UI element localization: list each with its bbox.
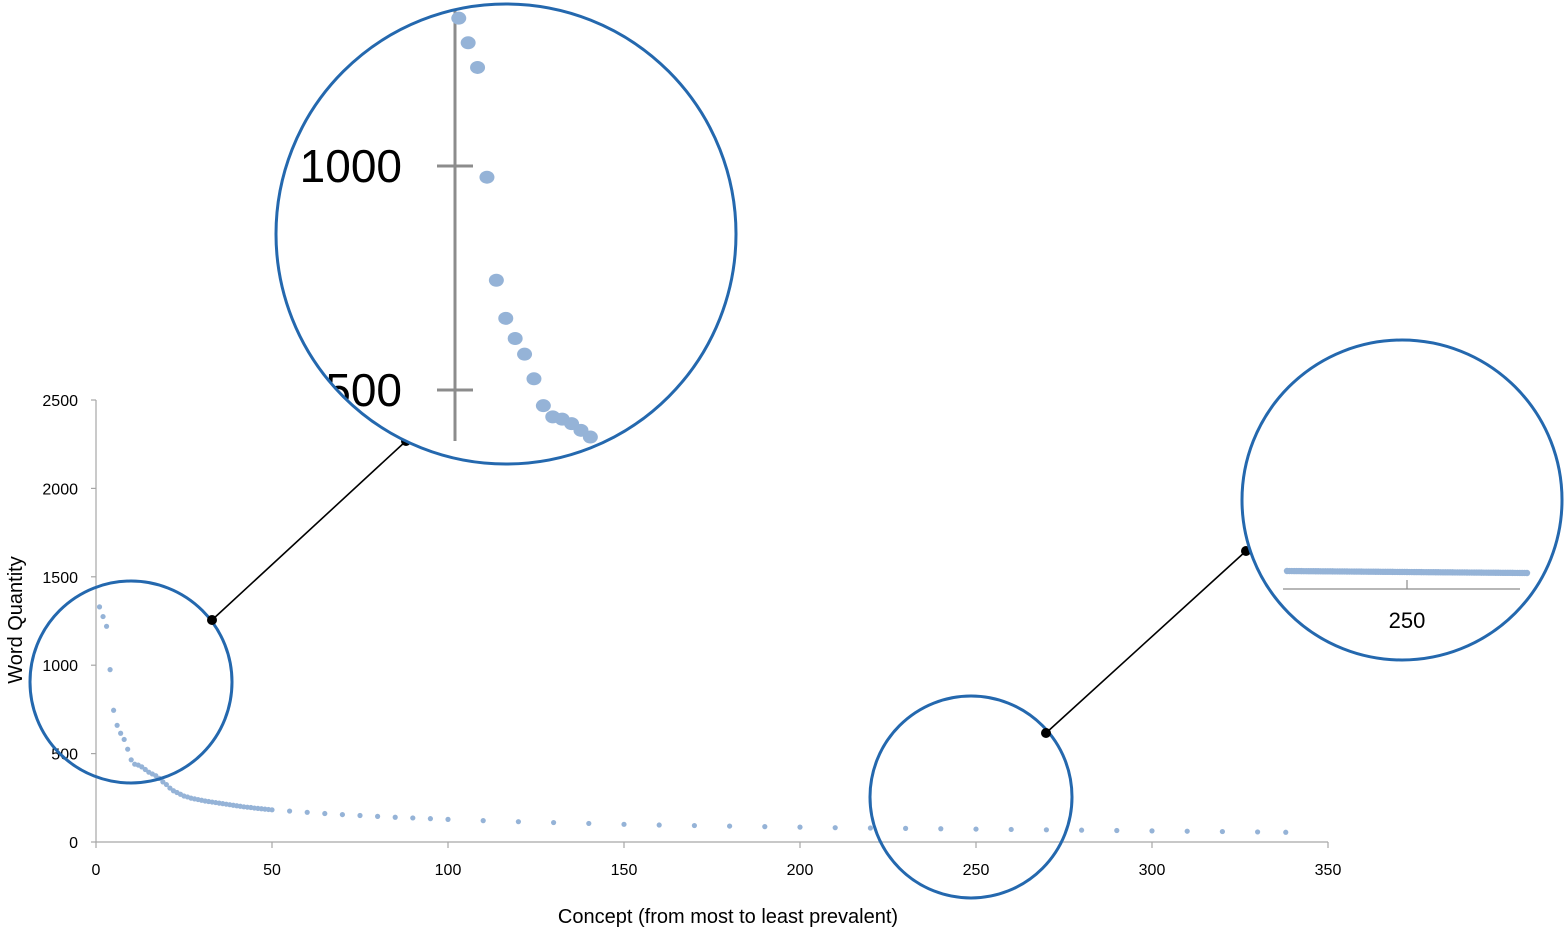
zoom-inset-right-tick-label: 250 [1389, 608, 1426, 633]
data-point [691, 822, 698, 829]
zoom-top-point [498, 311, 514, 325]
data-point [392, 814, 398, 820]
data-point [445, 816, 451, 822]
data-point [100, 613, 106, 620]
zoom-source-circle-left [28, 579, 234, 785]
axes [95, 400, 1328, 843]
x-tick-label: 200 [787, 862, 814, 879]
data-point [586, 820, 592, 827]
data-point [287, 808, 293, 814]
y-tick-label: 1500 [42, 570, 78, 587]
data-point [1079, 827, 1085, 833]
data-points [96, 604, 1289, 835]
data-point [121, 736, 127, 743]
data-point [656, 822, 662, 828]
zoom-top-point [460, 36, 476, 50]
data-point [480, 818, 486, 824]
data-point [410, 815, 416, 821]
x-tick-label: 150 [611, 862, 638, 879]
zoom-top-point [507, 331, 523, 345]
zoom-inset-right-circle [1240, 338, 1564, 662]
x-tick-label: 350 [1315, 862, 1342, 879]
zoom-right-point [1523, 569, 1531, 577]
connector-line-left [211, 440, 407, 621]
data-point [427, 816, 433, 822]
data-point [1219, 828, 1225, 835]
x-tick-label: 100 [435, 862, 462, 879]
y-tick-label: 2000 [42, 481, 78, 498]
zoom-inset-right-points [1283, 567, 1531, 577]
data-point [114, 722, 120, 728]
zoom-top-point [535, 399, 551, 413]
zoom-source-circle-right [868, 694, 1074, 900]
data-point [1008, 826, 1014, 833]
data-point [867, 825, 874, 831]
data-point [727, 823, 733, 829]
data-point [621, 821, 627, 827]
y-tick-label: 0 [69, 835, 78, 852]
data-point [118, 730, 124, 736]
data-point [551, 819, 557, 826]
x-axis-title: Concept (from most to least prevalent) [558, 906, 898, 928]
zoom-top-point [488, 273, 504, 287]
x-tick-label: 300 [1139, 862, 1166, 879]
zoom-inset-top-tick-label: 1000 [300, 140, 402, 192]
data-point [903, 825, 909, 831]
zoom-top-point [470, 60, 486, 74]
data-point [375, 813, 381, 819]
y-axis-title: Word Quantity [5, 556, 27, 683]
data-point [1149, 828, 1155, 834]
data-point [304, 809, 310, 815]
data-point [269, 807, 275, 813]
zoom-top-point [582, 430, 598, 444]
zoom-inset-right-background [1242, 340, 1562, 660]
zoom-inset-right: 250 [1240, 338, 1564, 662]
y-tick-label: 1000 [42, 658, 78, 675]
data-point [515, 819, 522, 825]
data-point [1255, 829, 1261, 835]
connector-dot [207, 615, 217, 625]
zoom-top-point [479, 170, 495, 184]
data-point [107, 667, 113, 673]
data-point [357, 812, 363, 819]
x-ticks: 0 50 100 150 200 250 300 350 [92, 842, 1342, 879]
zoom-inset-top-background [276, 4, 736, 464]
data-point [797, 824, 803, 830]
data-point [762, 824, 768, 830]
zoom-inset-top-circle [274, 2, 738, 466]
data-point [973, 826, 979, 832]
y-tick-label: 2500 [42, 393, 78, 410]
zoom-inset-top-points [451, 11, 598, 444]
data-point [938, 826, 944, 832]
data-point [1043, 827, 1049, 833]
data-point [125, 746, 131, 752]
zoom-inset-top: 1000 500 [274, 2, 738, 466]
connector-line-right [1045, 550, 1247, 734]
data-point [1184, 828, 1190, 834]
data-point [163, 781, 169, 788]
zoom-top-point [451, 11, 467, 25]
data-point [1114, 827, 1120, 834]
data-point [1283, 829, 1289, 835]
x-tick-label: 0 [92, 862, 101, 879]
data-point [322, 810, 328, 817]
data-point [103, 623, 110, 629]
data-point [339, 811, 345, 818]
zoom-top-point [517, 347, 533, 361]
x-tick-label: 250 [963, 862, 990, 879]
data-point [96, 604, 103, 610]
x-tick-label: 50 [263, 862, 281, 879]
connector-dot [1041, 728, 1051, 738]
data-point [111, 707, 117, 713]
zoom-top-point [526, 372, 542, 386]
data-point [128, 757, 134, 763]
data-point [832, 825, 838, 831]
